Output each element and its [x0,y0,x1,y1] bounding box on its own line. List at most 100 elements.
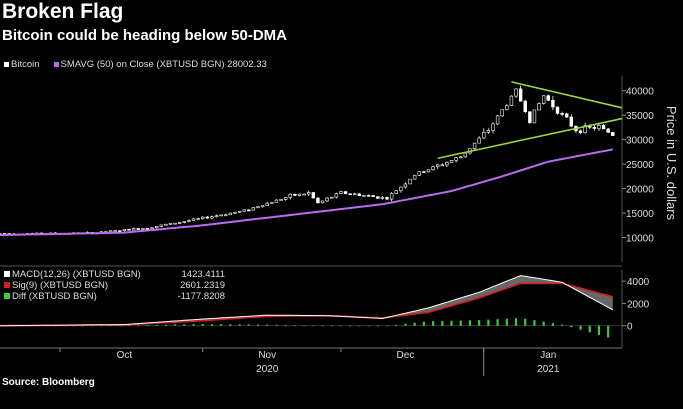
diff-bar [358,325,361,327]
candle-body [201,216,205,219]
candle-body [357,193,362,197]
macd-legend-label: Diff (XBTUSD BGN) [12,291,97,302]
candle [0,233,2,235]
macd-legend-swatch [4,271,10,277]
candle [541,95,546,105]
diff-bar [238,324,241,326]
candle-body [237,210,242,213]
candle [569,114,574,128]
candle-body [334,193,339,198]
candle [325,196,329,203]
macd-line [0,275,614,327]
diff-bar [367,325,370,327]
diff-bar [385,325,389,327]
candle [551,95,555,111]
candle-body [597,124,601,129]
candle-body [247,209,251,212]
candle-body [0,233,2,235]
diff-bar [201,324,204,326]
diff-bar [293,325,296,326]
diff-bar [164,324,167,326]
candle-body [279,199,283,201]
candle-body [353,193,357,196]
diff-bar [146,325,149,326]
candle [357,193,362,197]
candle [233,211,237,214]
macd-legend-swatch [4,282,10,288]
candle-body [537,103,541,111]
candle-body [385,197,389,200]
candle [412,174,417,180]
diff-bar [551,323,554,326]
candle-body [546,95,550,101]
candle [449,159,454,163]
candle [440,163,445,167]
candle-body [431,166,435,171]
candle [274,199,279,203]
candle [205,215,210,219]
candle [546,94,550,102]
candle [454,156,458,163]
candle-body [311,192,316,199]
candle [196,217,200,220]
candle-body [131,228,136,231]
candle [177,221,182,225]
candle-body [509,95,514,106]
candle [606,127,610,133]
candle-body [270,202,274,204]
diff-bar [210,324,214,326]
diff-bar [459,320,462,326]
candle [136,228,140,230]
diff-bar [127,325,131,327]
candle-body [210,216,214,219]
candle [366,194,371,197]
candle-body [500,109,504,117]
candle-body [118,230,122,232]
candle-body [339,191,343,194]
candle-body [187,220,191,222]
diff-bar [533,320,536,326]
candle [431,166,435,171]
candle [145,228,150,230]
candle [592,124,597,131]
price-y-tick-label: 25000 [626,160,654,171]
candle-body [505,105,509,111]
candle-body [136,228,140,230]
candle-body [440,164,445,167]
candle-body [482,131,486,139]
diff-bar [441,320,444,326]
macd-legend-label: Sig(9) (XBTUSD BGN) [12,280,108,291]
diff-bar [588,325,591,333]
candle-body [251,207,256,211]
candle [260,205,265,208]
candle-body [182,221,186,223]
diff-bar [312,325,315,327]
candle-body [113,230,117,232]
candle [113,230,117,232]
candle-body [426,169,431,173]
candle-body [389,193,394,200]
candle-body [366,195,371,197]
diff-bar [597,325,601,335]
candle [270,201,274,204]
diff-bar [607,325,610,338]
candle [426,169,431,173]
candle [242,209,246,212]
candle [371,195,375,197]
candle-body [159,224,163,227]
candle-body [274,199,279,203]
price-y-tick-label: 35000 [626,111,654,122]
diff-bar [339,325,343,327]
candle-body [422,171,426,173]
candle-body [343,191,348,195]
candle-body [560,113,564,115]
year-label: 2020 [256,364,279,375]
candle [463,152,468,158]
diff-bar [220,324,223,326]
candle [491,122,495,134]
candle-body [219,214,223,217]
candle-body [191,218,196,221]
candle-body [551,100,555,108]
diff-histogram [0,318,610,338]
candle [436,163,440,170]
